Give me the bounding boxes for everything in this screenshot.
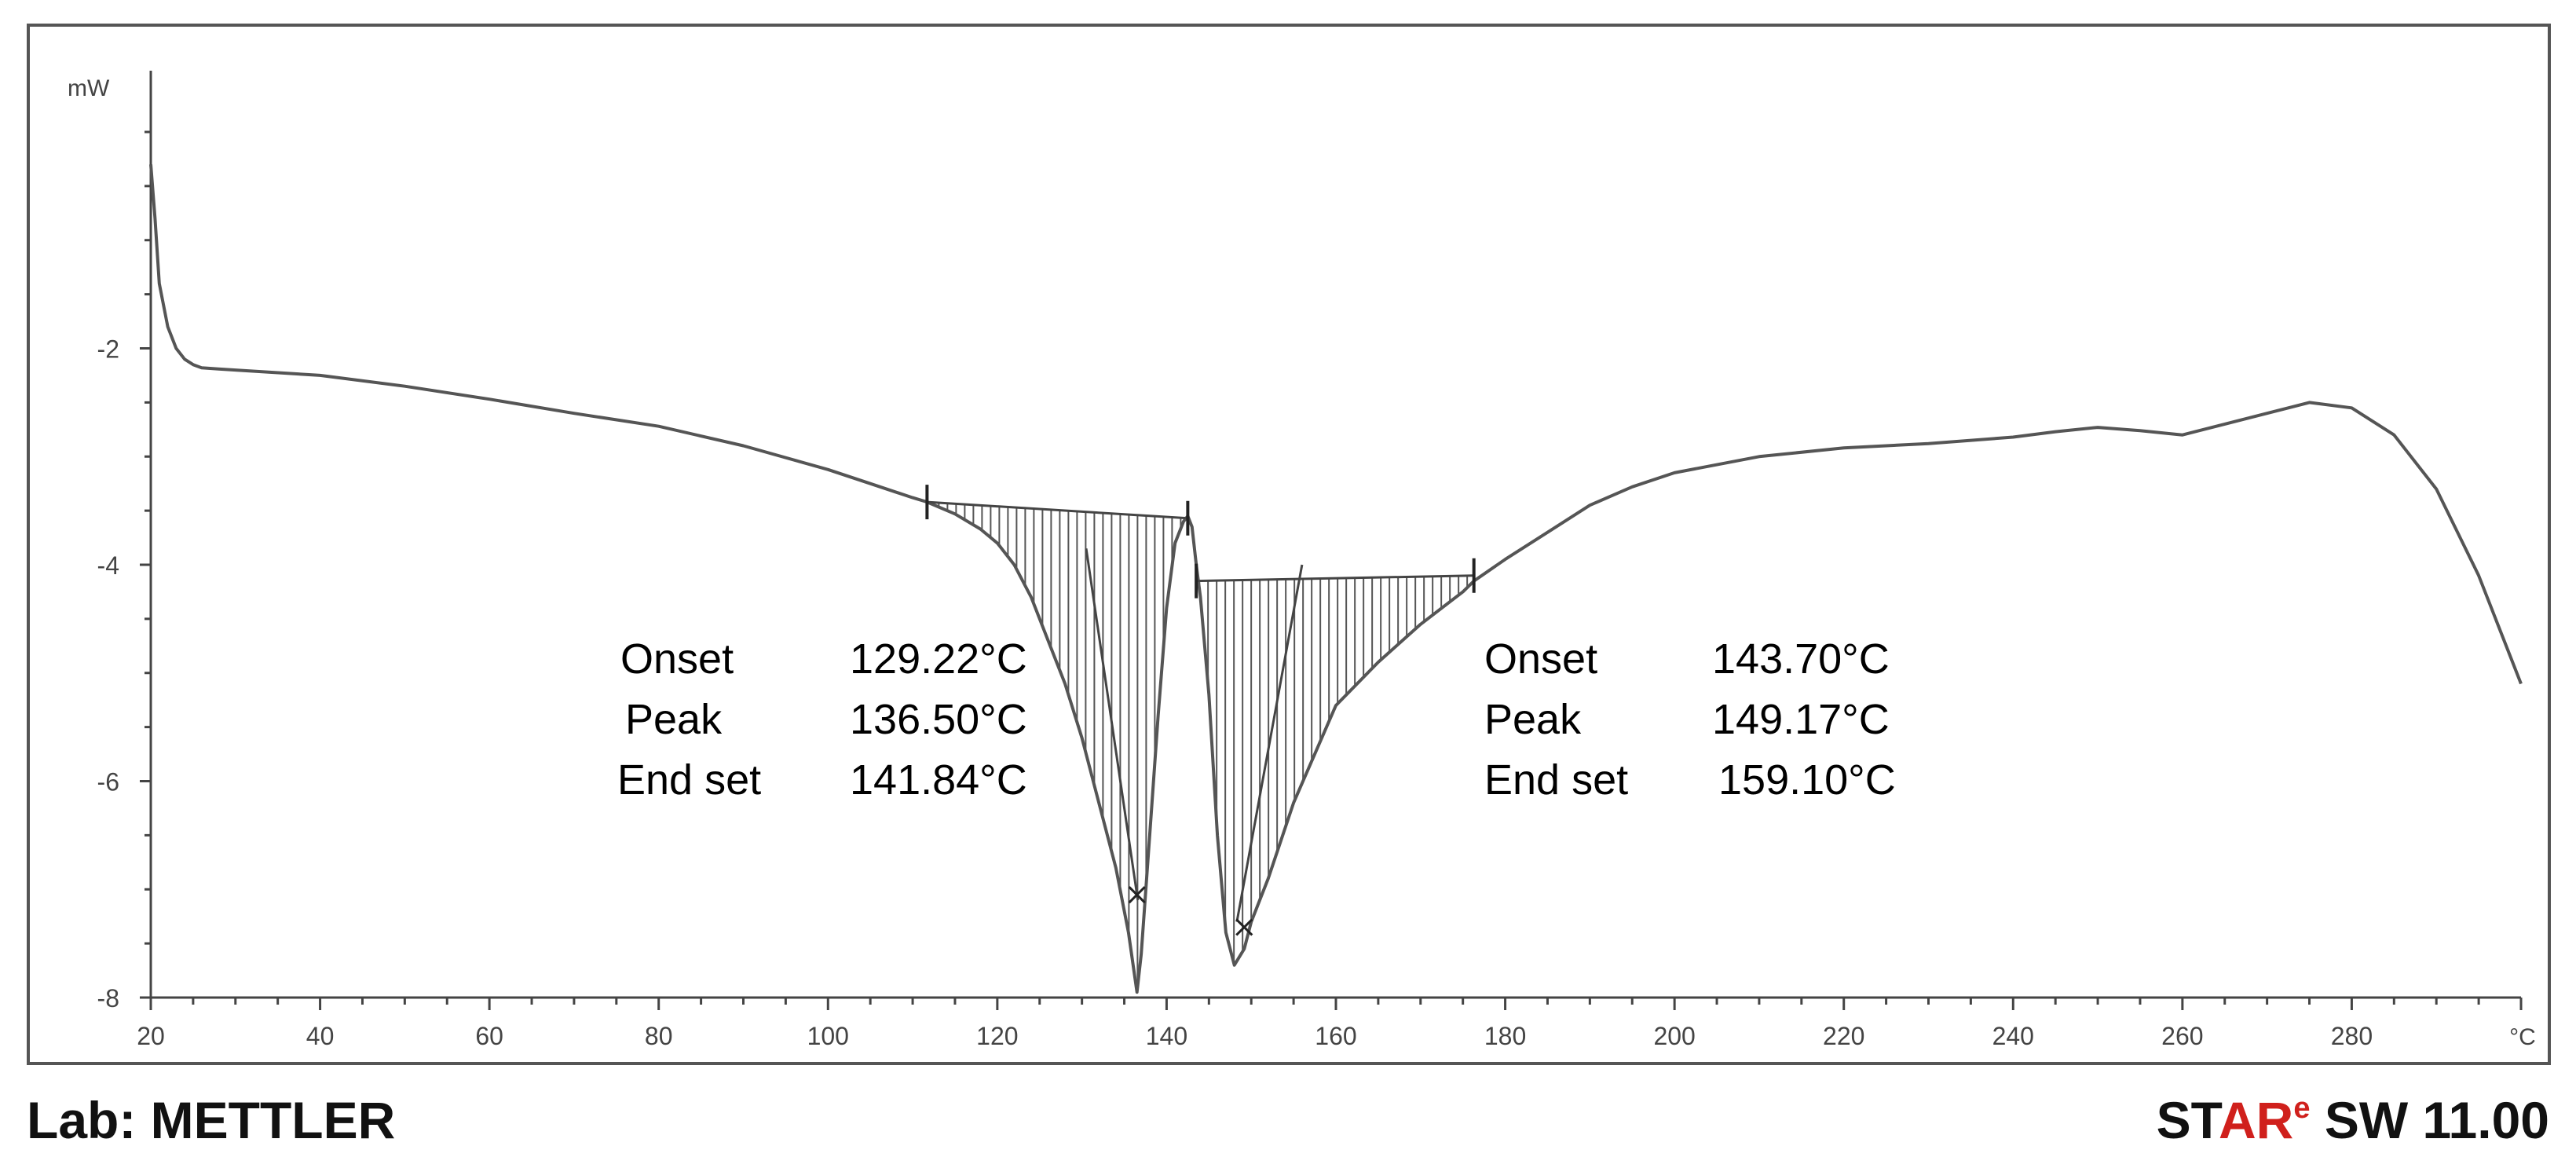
brand-superscript: e — [2293, 1092, 2311, 1125]
chart-axes — [140, 71, 2523, 1010]
peak-hatch-areas — [929, 502, 1469, 987]
peak-marker — [1235, 918, 1253, 936]
peak-construction-lines — [925, 485, 1476, 936]
annotation-label: Onset — [1484, 635, 1598, 683]
annotation-label: End set — [617, 756, 762, 804]
y-tick-label: -6 — [97, 768, 119, 796]
x-tick-label: 100 — [807, 1022, 849, 1050]
x-tick-label: 200 — [1653, 1022, 1695, 1050]
brand-ar: AR — [2219, 1091, 2294, 1149]
x-tick-label: 240 — [1992, 1022, 2034, 1050]
annotation-label: Peak — [625, 696, 723, 743]
annotation-value: 149.17°C — [1712, 696, 1890, 743]
x-tick-label: 120 — [976, 1022, 1018, 1050]
x-tick-label: 20 — [137, 1022, 165, 1050]
tick-labels: 20 40 60 80 100 120 140 160 180 200 220 240 260 280 -2… — [68, 75, 2536, 1050]
annotation-label: End set — [1484, 756, 1629, 804]
lab-label: Lab: METTLER — [27, 1091, 396, 1149]
annotation-value: 159.10°C — [1718, 756, 1896, 804]
annotation-value: 129.22°C — [850, 635, 1027, 683]
x-tick-label: 160 — [1315, 1022, 1356, 1050]
annotation-label: Peak — [1484, 696, 1582, 743]
annotation-value: 143.70°C — [1712, 635, 1890, 683]
y-tick-label: -4 — [97, 551, 119, 580]
x-tick-label: 280 — [2331, 1022, 2373, 1050]
tangent-line — [1085, 548, 1140, 901]
y-tick-label: -8 — [97, 984, 119, 1012]
peak-marker — [1128, 886, 1146, 904]
y-axis-label: mW — [68, 75, 110, 101]
tangent-line — [1235, 564, 1304, 922]
annotation-label: Onset — [620, 635, 734, 683]
x-tick-label: 140 — [1146, 1022, 1187, 1050]
x-tick-label: 220 — [1823, 1022, 1864, 1050]
chart-frame — [27, 24, 2551, 1065]
x-tick-label: 60 — [475, 1022, 503, 1050]
annotation-value: 141.84°C — [850, 756, 1027, 804]
x-tick-label: 180 — [1484, 1022, 1526, 1050]
peak-baseline — [927, 500, 1188, 520]
annotation-value: 136.50°C — [850, 696, 1027, 743]
software-brand: STARe SW 11.00 — [2157, 1090, 2549, 1150]
y-tick-label: -2 — [97, 335, 119, 364]
brand-version: SW 11.00 — [2310, 1091, 2549, 1149]
x-axis-label: °C — [2509, 1024, 2536, 1050]
peak-baseline — [1196, 574, 1474, 583]
x-tick-label: 40 — [306, 1022, 335, 1050]
x-tick-label: 80 — [645, 1022, 673, 1050]
x-tick-label: 260 — [2161, 1022, 2203, 1050]
brand-st: ST — [2156, 1091, 2219, 1149]
dsc-chart: 20 40 60 80 100 120 140 160 180 200 220 240 260 280 -2… — [68, 71, 2536, 1050]
